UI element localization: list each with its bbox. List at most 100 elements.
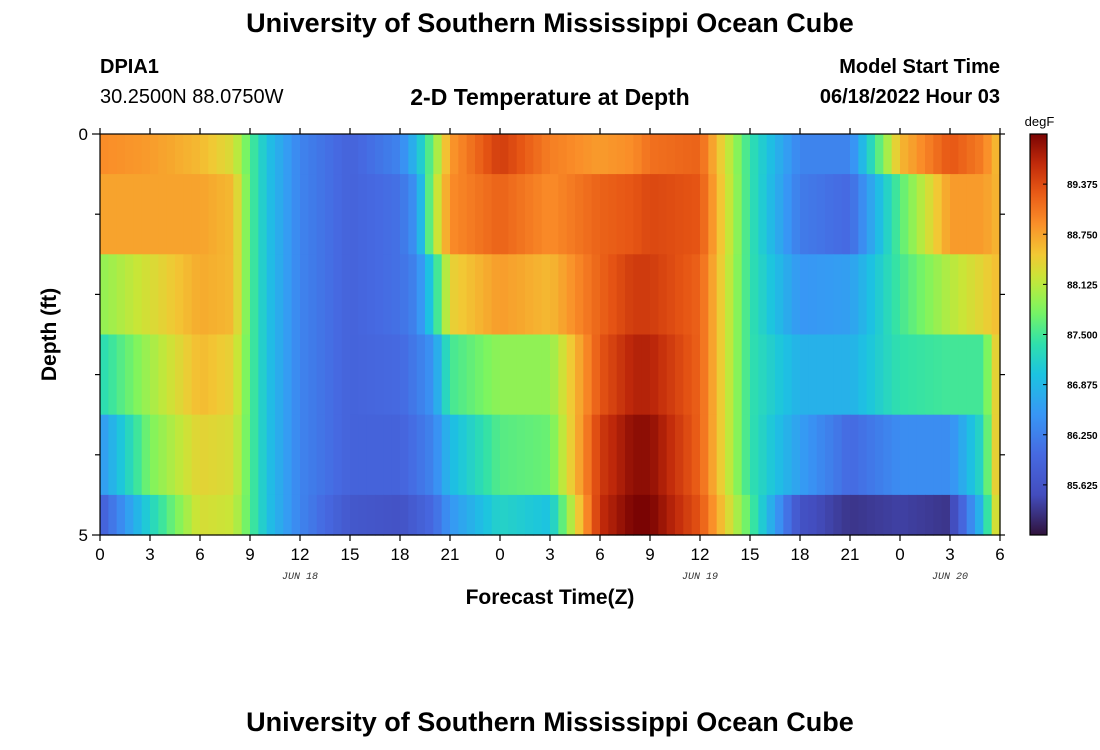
heatmap-cell	[475, 494, 484, 536]
heatmap-cell	[591, 414, 601, 496]
heatmap-cell	[658, 134, 668, 175]
heatmap-cell	[208, 414, 218, 496]
heatmap-cell	[300, 334, 309, 416]
heatmap-cell	[658, 174, 668, 255]
heatmap-cell	[950, 414, 959, 496]
heatmap-cell	[200, 254, 209, 336]
heatmap-cell	[258, 254, 268, 336]
heatmap-cell	[208, 254, 218, 336]
heatmap-cell	[108, 174, 118, 255]
station-id: DPIA1	[100, 56, 159, 78]
heatmap-cell	[316, 494, 326, 536]
heatmap-cell	[508, 334, 518, 416]
x-axis: 0 3 6 9 12 15 18 21 0 3 6 9 12 15 18 21 0 3 6 JUN 18 JUN 19 J…	[95, 128, 1005, 583]
heatmap-cell	[600, 134, 609, 175]
heatmap-cell	[483, 254, 493, 336]
heatmap-cell	[800, 174, 809, 255]
heatmap-cell	[233, 494, 243, 536]
heatmap-cell	[708, 254, 718, 336]
heatmap-cell	[441, 174, 451, 255]
heatmap-cell	[633, 174, 643, 255]
heatmap-cell	[383, 174, 393, 255]
heatmap-cell	[700, 174, 709, 255]
heatmap-cell	[583, 174, 593, 255]
heatmap-cell	[816, 134, 826, 175]
heatmap-cell	[250, 414, 259, 496]
heatmap-cell	[483, 174, 493, 255]
heatmap-cell	[100, 254, 109, 336]
heatmap-cell	[466, 334, 476, 416]
heatmap-cell	[616, 134, 626, 175]
heatmap-cell	[316, 414, 326, 496]
heatmap-cell	[700, 254, 709, 336]
heatmap-cell	[141, 414, 151, 496]
heatmap-cell	[950, 334, 959, 416]
heatmap-cell	[333, 494, 343, 536]
heatmap-cell	[650, 494, 659, 536]
heatmap-cell	[858, 494, 868, 536]
heatmap-cell	[583, 334, 593, 416]
heatmap-cell	[683, 254, 693, 336]
heatmap-cell	[116, 494, 126, 536]
heatmap-cell	[975, 134, 984, 175]
colorbar-unit-label: degF	[1025, 114, 1055, 129]
heatmap-cell	[641, 334, 651, 416]
heatmap-cell	[908, 494, 918, 536]
heatmap-cell	[100, 334, 109, 416]
heatmap-cell	[566, 334, 576, 416]
x-tick-label: 0	[95, 545, 104, 564]
heatmap-cell	[283, 134, 293, 175]
heatmap-cell	[575, 174, 584, 255]
heatmap-cell	[541, 254, 551, 336]
heatmap-cell	[200, 494, 209, 536]
heatmap-cell	[608, 494, 618, 536]
heatmap-cell	[858, 254, 868, 336]
heatmap-cell	[741, 254, 751, 336]
model-start-label: Model Start Time	[839, 56, 1000, 78]
x-tick-label: 6	[995, 545, 1004, 564]
heatmap-cell	[383, 414, 393, 496]
heatmap-cell	[991, 134, 1001, 175]
heatmap-cell	[983, 334, 993, 416]
heatmap-cell	[958, 134, 968, 175]
heatmap-cell	[433, 134, 443, 175]
heatmap-cell	[808, 174, 818, 255]
heatmap-cell	[925, 254, 934, 336]
heatmap-cell	[775, 134, 784, 175]
heatmap-cell	[241, 494, 251, 536]
heatmap-cell	[900, 174, 909, 255]
heatmap-cell	[850, 414, 859, 496]
heatmap-cell	[216, 134, 226, 175]
heatmap-cell	[641, 494, 651, 536]
heatmap	[100, 134, 1001, 536]
heatmap-cell	[958, 414, 968, 496]
heatmap-cell	[350, 254, 359, 336]
heatmap-cell	[791, 414, 801, 496]
heatmap-cell	[533, 174, 543, 255]
heatmap-cell	[316, 254, 326, 336]
heatmap-cell	[266, 174, 276, 255]
heatmap-cell	[216, 334, 226, 416]
heatmap-cell	[550, 494, 559, 536]
heatmap-cell	[625, 254, 634, 336]
heatmap-cell	[358, 334, 368, 416]
heatmap-cell	[625, 494, 634, 536]
heatmap-cell	[433, 414, 443, 496]
heatmap-cell	[133, 414, 143, 496]
heatmap-cell	[983, 414, 993, 496]
heatmap-cell	[325, 174, 334, 255]
heatmap-cell	[508, 134, 518, 175]
heatmap-cell	[375, 254, 384, 336]
heatmap-cell	[341, 134, 351, 175]
heatmap-cell	[200, 414, 209, 496]
heatmap-cell	[558, 134, 568, 175]
heatmap-cell	[608, 174, 618, 255]
heatmap-cell	[366, 254, 376, 336]
heatmap-cell	[116, 414, 126, 496]
heatmap-cell	[650, 174, 659, 255]
y-tick-label: 5	[79, 526, 88, 545]
heatmap-cell	[158, 134, 168, 175]
heatmap-cell	[266, 134, 276, 175]
heatmap-cell	[916, 494, 926, 536]
heatmap-cell	[391, 134, 401, 175]
